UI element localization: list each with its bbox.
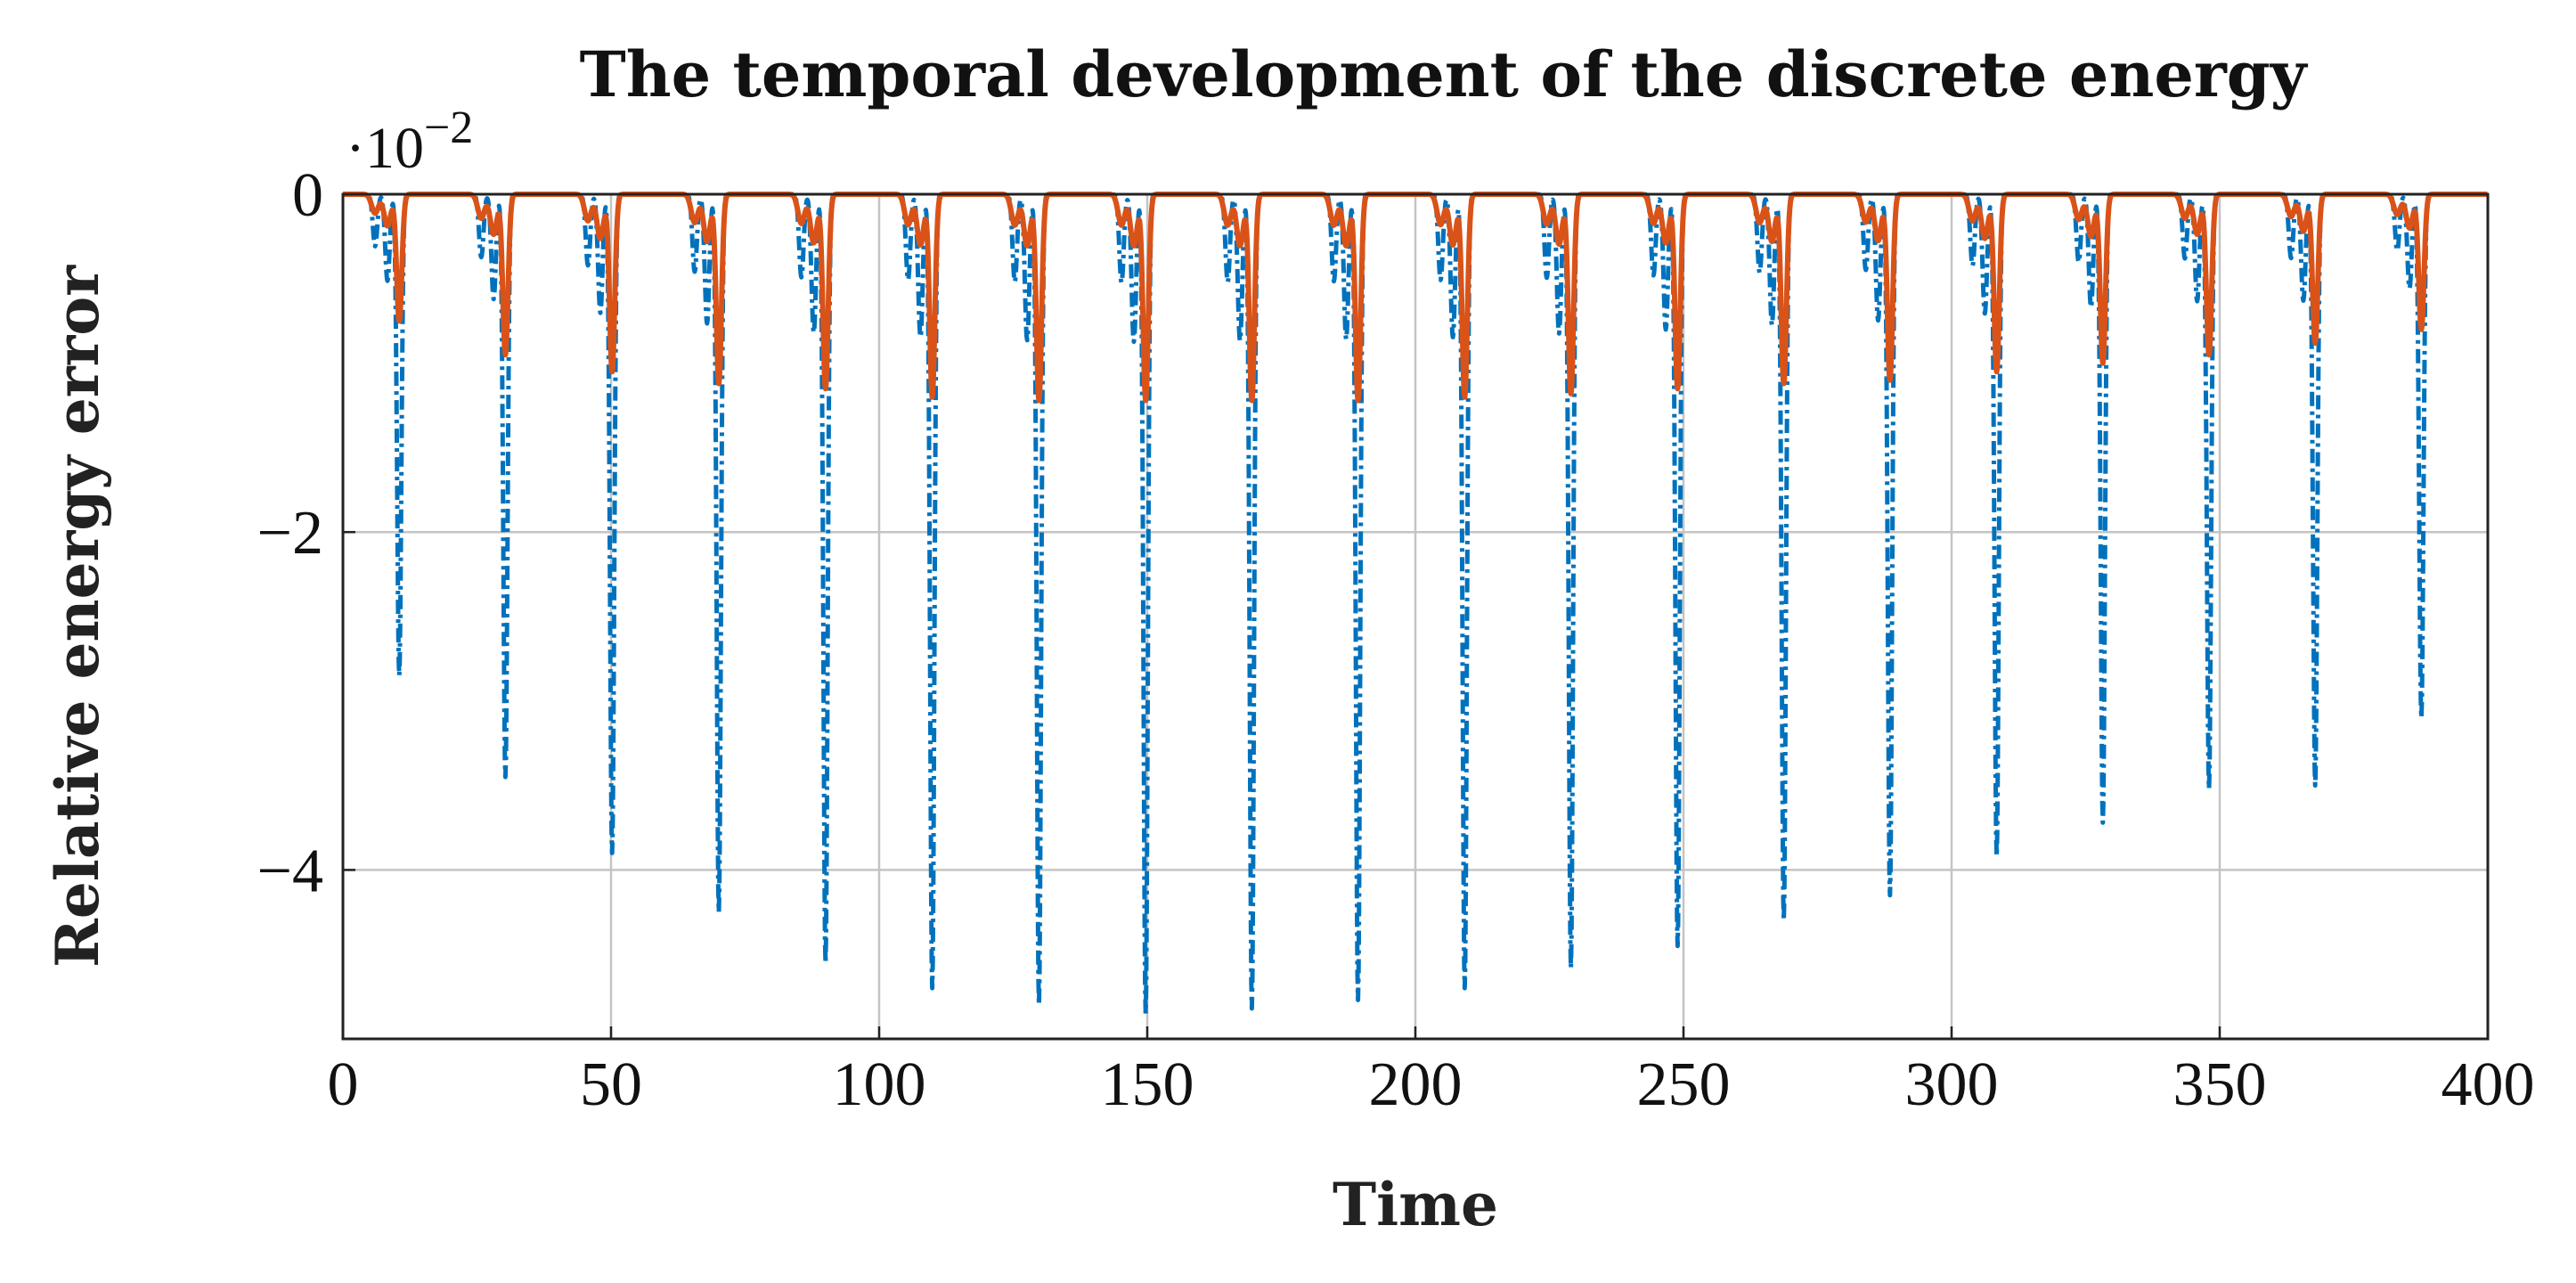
- x-tick-label: 150: [1101, 1050, 1194, 1119]
- y-tick-label: −2: [257, 499, 323, 568]
- y-axis-label: Relative energy error: [43, 265, 112, 968]
- y-multiplier: ·10−2: [346, 102, 473, 181]
- grid-lines: [341, 192, 2490, 1039]
- chart-title: The temporal development of the discrete…: [580, 37, 2309, 111]
- x-tick-label: 100: [833, 1050, 926, 1119]
- y-multiplier-base: ·10: [346, 116, 424, 181]
- x-axis-label: Time: [1333, 1170, 1498, 1239]
- x-tick-label: 50: [580, 1050, 642, 1119]
- y-tick-label: −4: [257, 837, 323, 905]
- x-tick-label: 200: [1369, 1050, 1463, 1119]
- y-multiplier-exponent: −2: [424, 102, 473, 153]
- x-tick-label: 250: [1637, 1050, 1731, 1119]
- x-tick-label: 300: [1905, 1050, 1999, 1119]
- x-tick-label: 400: [2441, 1050, 2535, 1119]
- x-tick-label: 0: [328, 1050, 359, 1119]
- y-tick-label: 0: [292, 161, 323, 230]
- x-tick-label: 350: [2173, 1050, 2267, 1119]
- tick-labels: 0 50 100 150 200 250 300 350 400 0 −2 −4: [257, 161, 2535, 1119]
